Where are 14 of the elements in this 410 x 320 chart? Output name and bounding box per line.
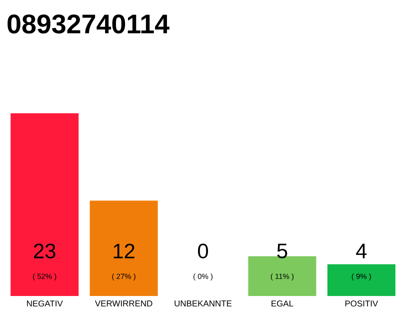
data-label: 0 — [198, 244, 208, 258]
x-tick-label: UNBEKANNTE — [174, 300, 232, 306]
x-tick-label: EGAL — [272, 300, 294, 307]
x-tick-label: VERWIRREND — [94, 300, 152, 306]
x-tick-label: NEGATIV — [27, 300, 63, 307]
data-label: 12 — [114, 244, 134, 258]
bar — [327, 264, 396, 296]
data-label: 23 — [34, 244, 56, 258]
bar — [90, 200, 158, 296]
x-tick-label: POSITIV — [345, 300, 378, 307]
data-label: 5 — [277, 244, 288, 258]
bar — [10, 113, 79, 296]
chart-title: 08932740114 — [8, 14, 170, 34]
data-label: 4 — [356, 244, 367, 258]
